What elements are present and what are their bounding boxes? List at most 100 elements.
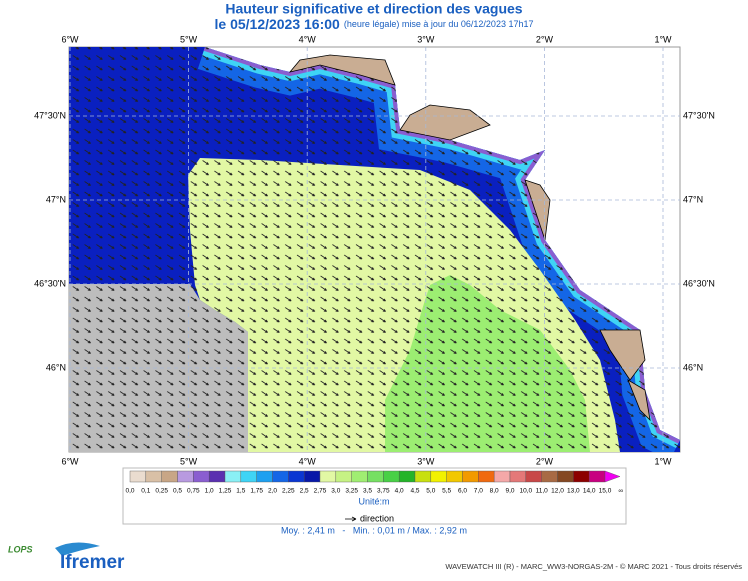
color-swatch [335, 470, 352, 483]
lon-label: 4°W [299, 456, 317, 466]
title: Hauteur significative et direction des v… [225, 1, 522, 17]
scale-label: 1,75 [250, 488, 263, 495]
scale-label: 6,0 [458, 488, 467, 495]
scale-label: 2,25 [282, 488, 295, 495]
grid [69, 47, 680, 452]
scale-label: 5,0 [426, 488, 435, 495]
color-swatch [604, 470, 621, 483]
lat-label: 46°30'N [683, 278, 715, 288]
color-swatch [208, 470, 226, 483]
color-swatch [351, 470, 368, 483]
stats: Moy. : 2,41 m - Min. : 0,01 m / Max. : 2… [281, 525, 467, 535]
scale-label: ∞ [619, 488, 624, 495]
color-swatch [303, 470, 321, 483]
lon-label: 5°W [180, 34, 198, 44]
color-swatch [224, 470, 242, 483]
color-swatch [177, 470, 194, 483]
color-swatch [462, 470, 479, 483]
credit: WAVEWATCH III (R) - MARC_WW3-NORGAS-2M -… [445, 562, 742, 571]
color-swatch [525, 470, 542, 483]
lon-label: 1°W [654, 34, 672, 44]
scale-label: 8,0 [490, 488, 499, 495]
lon-label: 5°W [180, 456, 198, 466]
lon-label: 3°W [417, 456, 435, 466]
color-swatch [256, 470, 273, 483]
lon-label: 1°W [654, 456, 672, 466]
scale-label: 0,5 [173, 488, 182, 495]
scale-label: 0,75 [187, 488, 200, 495]
scale-label: 2,75 [314, 488, 327, 495]
color-swatch [161, 470, 178, 483]
lon-label: 2°W [536, 34, 554, 44]
scale-label: 12,0 [551, 488, 564, 495]
color-swatch [272, 470, 289, 483]
color-swatch [398, 470, 416, 483]
scale-label: 10,0 [520, 488, 533, 495]
scale-label: 1,5 [236, 488, 245, 495]
scale-label: 9,0 [505, 488, 514, 495]
scale-label: 2,5 [300, 488, 309, 495]
scale-label: 0,0 [125, 488, 134, 495]
land [288, 54, 651, 422]
subtitle: le 05/12/2023 16:00 (heure légale) mise à… [215, 16, 534, 32]
scale-label: 15,0 [599, 488, 612, 495]
color-swatch [541, 470, 558, 483]
scale-label: 4,0 [395, 488, 404, 495]
scale-label: 3,5 [363, 488, 372, 495]
color-swatch [193, 470, 210, 483]
color-swatch [383, 470, 400, 483]
update-note: (heure légale) mise à jour du 06/12/2023… [344, 19, 534, 29]
scale-label: 11,0 [536, 488, 549, 495]
date: le 05/12/2023 16:00 [215, 16, 341, 32]
unit: Unité:m [358, 496, 389, 506]
color-swatch [240, 470, 257, 483]
scale-label: 3,75 [377, 488, 390, 495]
lon-label: 3°W [417, 34, 435, 44]
lon-label: 2°W [536, 456, 554, 466]
color-swatch [573, 470, 590, 483]
scale-label: 13,0 [567, 488, 580, 495]
lat-label: 46°30'N [34, 278, 66, 288]
lat-label: 47°N [683, 194, 703, 204]
scale-label: 0,1 [141, 488, 150, 495]
logo-lops: LOPS [8, 544, 33, 554]
color-swatch [129, 470, 147, 483]
scale-label: 0,25 [155, 488, 168, 495]
lat-label: 46°N [683, 362, 703, 372]
logo-ifremer: Ifremer [60, 552, 125, 573]
color-swatch [414, 470, 432, 483]
scale-label: 3,0 [331, 488, 340, 495]
color-swatch [493, 470, 511, 483]
lat-label: 47°30'N [683, 110, 715, 120]
color-swatch [367, 470, 384, 483]
color-swatch [478, 470, 495, 483]
color-swatch [446, 470, 463, 483]
color-swatch [588, 470, 606, 483]
lat-label: 47°30'N [34, 110, 66, 120]
lat-label: 46°N [46, 362, 66, 372]
scale-label: 7,0 [474, 488, 483, 495]
lat-label: 47°N [46, 194, 66, 204]
direction-arrow [345, 516, 357, 522]
scale-label: 4,5 [410, 488, 419, 495]
lon-label: 4°W [299, 34, 317, 44]
scale-label: 14,0 [583, 488, 596, 495]
colorbar: 0,0 0,1 0,25 0,5 0,75 1,0 1,25 1,5 1,75 2,0 2,25 2,… [125, 470, 624, 495]
color-swatch [288, 470, 305, 483]
lon-label: 6°W [61, 34, 79, 44]
color-swatch [319, 470, 337, 483]
lon-labels: 6°W 6°W 5°W 5°W 4°W 4°W 3°W 3°W 2°W 2°W 1°W 1°W [61, 34, 672, 466]
color-swatch [145, 470, 162, 483]
scale-label: 5,5 [442, 488, 451, 495]
sea [69, 47, 680, 452]
direction-label: direction [360, 513, 394, 523]
lon-label: 6°W [61, 456, 79, 466]
color-swatch [430, 470, 447, 483]
legend: 0,0 0,1 0,25 0,5 0,75 1,0 1,25 1,5 1,75 2,0 2,25 2,… [122, 467, 627, 525]
color-swatch [557, 470, 574, 483]
lat-labels: 47°30'N 47°30'N 47°N 47°N 46°30'N 46°30'N 46°N… [34, 110, 715, 372]
scale-label: 1,25 [219, 488, 232, 495]
logo-fish [55, 542, 100, 556]
color-swatch [509, 470, 527, 483]
